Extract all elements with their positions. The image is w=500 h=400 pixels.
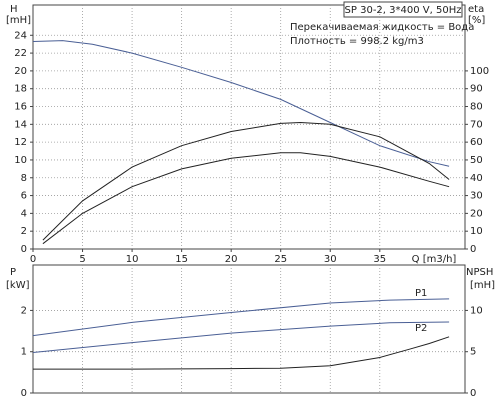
x-tick-label: 35 xyxy=(373,254,386,265)
y2-tick-label: 20 xyxy=(470,208,483,219)
annotation: Плотность = 998.2 kg/m3 xyxy=(290,36,424,47)
y2-axis-label: NPSH xyxy=(466,267,493,278)
y2-tick-label: 50 xyxy=(470,155,483,166)
bottom-frame xyxy=(32,264,466,394)
y-tick-label: 12 xyxy=(14,137,27,148)
y2-tick-label: 80 xyxy=(470,102,483,113)
y-axis-label: [mH] xyxy=(6,15,31,26)
y-axis-label: H xyxy=(10,4,18,15)
y2-tick-label: 40 xyxy=(470,173,483,184)
curve xyxy=(32,40,450,167)
y-tick-label: 2 xyxy=(21,226,27,237)
chart-title: SP 30-2, 3*400 V, 50Hz xyxy=(345,5,462,16)
y-tick-label: 18 xyxy=(14,84,27,95)
annotation: Перекачиваемая жидкость = Вода xyxy=(290,22,474,33)
y-tick-label: 10 xyxy=(14,155,27,166)
legend-label: P2 xyxy=(415,323,427,334)
y2-tick-label: 30 xyxy=(470,191,483,202)
y-tick-label: 8 xyxy=(21,173,27,184)
curve xyxy=(32,298,450,337)
y2-tick-label: 70 xyxy=(470,119,483,130)
y2-axis-label: eta xyxy=(468,4,484,15)
y2-tick-label: 100 xyxy=(470,66,489,77)
x-tick-label: 30 xyxy=(324,254,337,265)
y2-tick-label: 0 xyxy=(470,388,476,399)
y-tick-label: 22 xyxy=(14,48,27,59)
x-tick-label: 5 xyxy=(79,254,85,265)
y2-tick-label: 10 xyxy=(470,305,483,316)
y2-tick-label: 5 xyxy=(470,347,476,358)
y-axis-label: P xyxy=(10,267,16,278)
title-box xyxy=(343,1,463,18)
x-axis-label: Q [m3/h] xyxy=(412,254,457,265)
curve xyxy=(42,121,450,241)
top-frame xyxy=(32,4,466,250)
y2-tick-label: 60 xyxy=(470,137,483,148)
y-tick-label: 24 xyxy=(14,30,27,41)
curve xyxy=(32,321,450,353)
y-tick-label: 2 xyxy=(21,305,27,316)
x-tick-label: 0 xyxy=(30,254,36,265)
y-tick-label: 1 xyxy=(21,347,27,358)
x-tick-label: 20 xyxy=(225,254,238,265)
y-tick-label: 20 xyxy=(14,66,27,77)
y-axis-label: [kW] xyxy=(6,280,30,291)
y-tick-label: 4 xyxy=(21,208,27,219)
y-tick-label: 16 xyxy=(14,102,27,113)
curve xyxy=(42,152,450,245)
x-tick-label: 25 xyxy=(274,254,287,265)
y2-axis-label: [mH] xyxy=(470,280,495,291)
y2-tick-label: 90 xyxy=(470,84,483,95)
y-tick-label: 14 xyxy=(14,119,27,130)
x-tick-label: 15 xyxy=(175,254,188,265)
y2-tick-label: 10 xyxy=(470,226,483,237)
y2-axis-label: [%] xyxy=(468,15,485,26)
y2-tick-label: 0 xyxy=(470,244,476,255)
x-tick-label: 10 xyxy=(126,254,139,265)
y-tick-label: 6 xyxy=(21,191,27,202)
curve xyxy=(33,336,450,370)
y-tick-label: 0 xyxy=(21,244,27,255)
legend-label: P1 xyxy=(415,288,427,299)
y-tick-label: 0 xyxy=(21,388,27,399)
